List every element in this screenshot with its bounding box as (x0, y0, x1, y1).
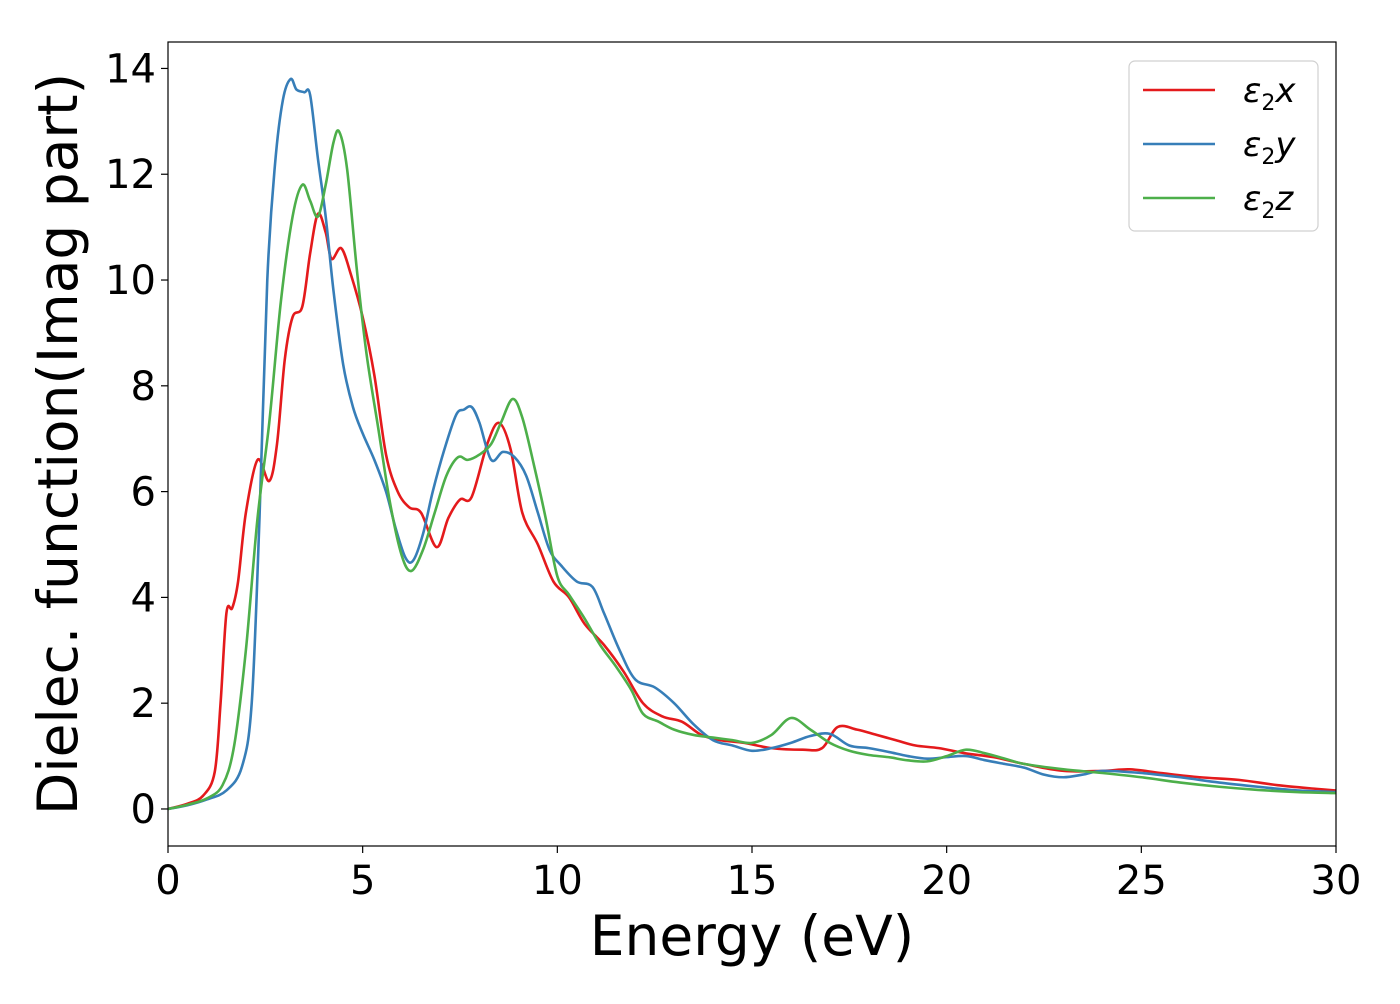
legend-box (1128, 60, 1319, 232)
y-tick-label: 12 (105, 152, 156, 198)
series-line-y (168, 77, 1336, 811)
x-axis-title: Energy (eV) (590, 904, 914, 968)
x-tick-label: 15 (727, 858, 778, 904)
y-tick-label: 2 (131, 681, 156, 727)
y-axis-title: Dielec. function(Imag part) (26, 73, 90, 815)
x-tick-label: 5 (350, 858, 375, 904)
y-tick-label: 4 (131, 575, 156, 621)
legend-label-y: ε2y (1243, 125, 1296, 170)
series-line-z (168, 129, 1336, 811)
x-tick-label: 10 (532, 858, 583, 904)
x-tick-label: 20 (921, 858, 972, 904)
legend-label-z: ε2z (1243, 179, 1294, 224)
legend: ε2x ε2y ε2z (1128, 60, 1319, 232)
y-tick-label: 8 (131, 364, 156, 410)
series-layer (168, 77, 1336, 811)
series-line-x (168, 212, 1336, 811)
x-tick-label: 30 (1311, 858, 1362, 904)
legend-label-x: ε2x (1243, 71, 1296, 116)
x-axis-ticks: 0 5 10 15 20 25 30 (155, 846, 1361, 904)
y-tick-label: 14 (105, 46, 156, 92)
y-tick-label: 6 (131, 470, 156, 516)
x-tick-label: 0 (155, 858, 180, 904)
x-tick-label: 25 (1116, 858, 1167, 904)
y-axis-ticks: 0 2 4 6 8 10 12 14 (105, 46, 168, 833)
y-tick-label: 0 (131, 787, 156, 833)
y-tick-label: 10 (105, 258, 156, 304)
